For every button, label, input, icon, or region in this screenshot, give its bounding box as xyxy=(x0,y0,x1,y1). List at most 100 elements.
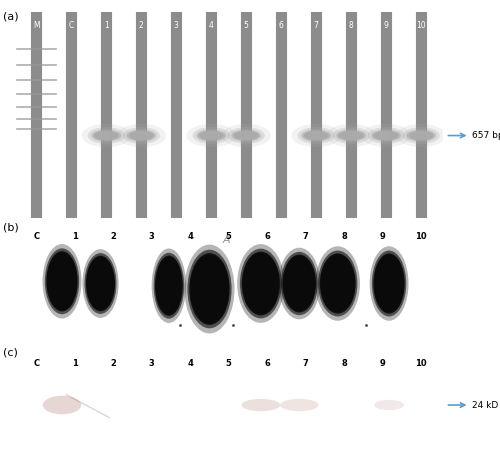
Text: 10: 10 xyxy=(416,232,427,241)
Text: 1: 1 xyxy=(72,359,78,368)
Text: 7: 7 xyxy=(303,359,308,368)
Ellipse shape xyxy=(408,131,434,140)
Text: 10: 10 xyxy=(416,359,427,368)
Ellipse shape xyxy=(196,129,226,142)
Ellipse shape xyxy=(234,131,258,140)
Text: 7: 7 xyxy=(314,21,318,30)
Ellipse shape xyxy=(186,124,236,147)
Text: 6: 6 xyxy=(264,359,270,368)
Ellipse shape xyxy=(280,399,318,411)
Ellipse shape xyxy=(84,253,116,314)
Text: 2: 2 xyxy=(110,232,116,241)
Ellipse shape xyxy=(126,129,156,142)
Ellipse shape xyxy=(278,248,320,319)
Ellipse shape xyxy=(156,257,182,314)
Text: (c): (c) xyxy=(2,347,18,357)
Ellipse shape xyxy=(152,249,186,323)
Ellipse shape xyxy=(154,253,184,318)
Text: 8: 8 xyxy=(349,21,354,30)
Ellipse shape xyxy=(292,124,341,147)
Ellipse shape xyxy=(232,129,261,142)
Text: 6: 6 xyxy=(264,232,270,241)
Ellipse shape xyxy=(304,131,328,140)
Text: C: C xyxy=(68,21,74,30)
Text: C: C xyxy=(34,232,40,241)
Text: 24 kD: 24 kD xyxy=(472,401,499,409)
Ellipse shape xyxy=(94,131,118,140)
Ellipse shape xyxy=(129,131,154,140)
Text: 4: 4 xyxy=(188,232,193,241)
Ellipse shape xyxy=(46,251,78,311)
Ellipse shape xyxy=(199,131,224,140)
Ellipse shape xyxy=(116,124,166,147)
Ellipse shape xyxy=(190,255,229,323)
Text: 5: 5 xyxy=(226,232,232,241)
Ellipse shape xyxy=(302,129,331,142)
Ellipse shape xyxy=(92,129,121,142)
Ellipse shape xyxy=(372,129,401,142)
Text: 3: 3 xyxy=(174,21,178,30)
Ellipse shape xyxy=(242,399,280,411)
Text: 8: 8 xyxy=(342,359,347,368)
Ellipse shape xyxy=(374,255,404,312)
Ellipse shape xyxy=(240,249,282,318)
Text: 10: 10 xyxy=(416,21,426,30)
Ellipse shape xyxy=(320,255,355,312)
Ellipse shape xyxy=(190,253,230,325)
Ellipse shape xyxy=(374,253,405,314)
Ellipse shape xyxy=(374,400,404,410)
Text: (b): (b) xyxy=(2,223,18,233)
Ellipse shape xyxy=(282,255,316,312)
Text: 4: 4 xyxy=(188,359,193,368)
Ellipse shape xyxy=(339,131,363,140)
Ellipse shape xyxy=(42,244,82,318)
Text: 5: 5 xyxy=(226,359,232,368)
Ellipse shape xyxy=(237,244,284,323)
Text: 9: 9 xyxy=(384,21,388,30)
Text: M: M xyxy=(33,21,40,30)
Ellipse shape xyxy=(242,252,280,315)
Ellipse shape xyxy=(88,127,125,144)
Ellipse shape xyxy=(284,256,316,311)
Text: 2: 2 xyxy=(110,359,116,368)
Ellipse shape xyxy=(122,127,160,144)
Ellipse shape xyxy=(86,256,115,311)
Ellipse shape xyxy=(370,246,408,321)
Text: 2: 2 xyxy=(139,21,143,30)
Ellipse shape xyxy=(374,131,398,140)
Ellipse shape xyxy=(402,127,440,144)
Ellipse shape xyxy=(47,253,77,310)
Ellipse shape xyxy=(316,246,360,321)
Text: 1: 1 xyxy=(72,232,78,241)
Ellipse shape xyxy=(368,127,405,144)
Text: (a): (a) xyxy=(2,12,18,22)
Ellipse shape xyxy=(192,127,230,144)
Text: 3: 3 xyxy=(149,232,154,241)
Text: 8: 8 xyxy=(342,232,347,241)
Text: 9: 9 xyxy=(380,359,386,368)
Ellipse shape xyxy=(86,257,115,310)
Ellipse shape xyxy=(372,250,406,317)
Text: C: C xyxy=(34,359,40,368)
Ellipse shape xyxy=(406,129,436,142)
Text: 4: 4 xyxy=(209,21,214,30)
Text: 7: 7 xyxy=(303,232,308,241)
Text: 1: 1 xyxy=(104,21,108,30)
Text: A: A xyxy=(223,234,230,245)
Ellipse shape xyxy=(242,253,279,314)
Ellipse shape xyxy=(320,253,356,314)
Text: 9: 9 xyxy=(380,232,386,241)
Ellipse shape xyxy=(298,127,335,144)
Ellipse shape xyxy=(336,129,366,142)
Text: 6: 6 xyxy=(279,21,283,30)
Ellipse shape xyxy=(82,249,118,318)
Ellipse shape xyxy=(188,250,232,328)
Ellipse shape xyxy=(184,245,234,333)
Ellipse shape xyxy=(45,249,79,314)
Ellipse shape xyxy=(43,396,82,414)
Text: 3: 3 xyxy=(149,359,154,368)
Ellipse shape xyxy=(222,124,271,147)
Ellipse shape xyxy=(318,250,358,317)
Ellipse shape xyxy=(326,124,376,147)
Ellipse shape xyxy=(396,124,446,147)
